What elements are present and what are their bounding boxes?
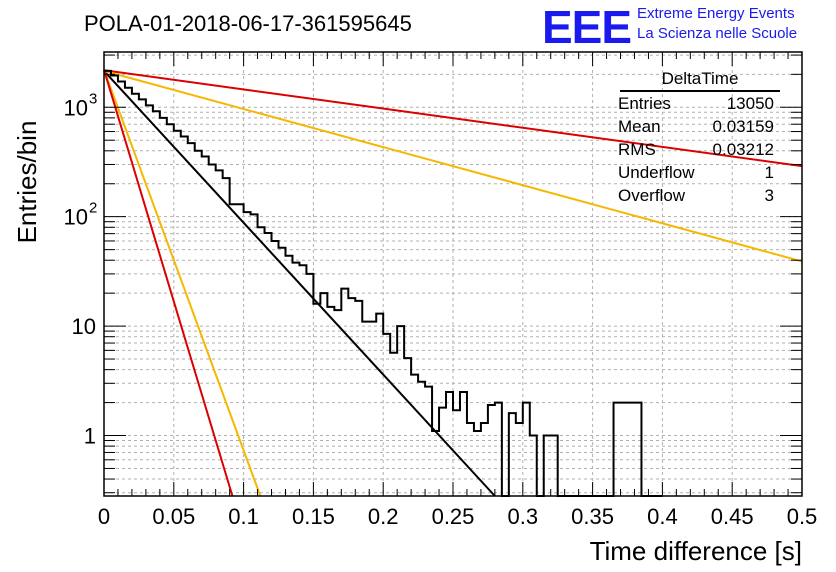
fit-curve — [103, 69, 803, 263]
x-tick-label: 0.1 — [228, 504, 259, 529]
x-tick-label: 0 — [98, 504, 110, 529]
fit-curves — [103, 69, 803, 497]
y-axis-label: Entries/bin — [12, 121, 42, 244]
stats-label: RMS — [618, 140, 656, 159]
logo-subtitle-1: Extreme Energy Events — [637, 5, 795, 22]
fit-curve — [103, 70, 496, 497]
stats-label: Overflow — [618, 186, 686, 205]
y-tick-exponent: 3 — [89, 90, 97, 107]
eee-logo: EEE — [542, 1, 632, 53]
stats-label: Mean — [618, 117, 661, 136]
stats-label: Underflow — [618, 163, 695, 182]
histogram-outline — [104, 69, 663, 497]
x-axis-label: Time difference [s] — [590, 536, 802, 566]
x-tick-label: 0.35 — [571, 504, 614, 529]
stats-title: DeltaTime — [620, 68, 780, 92]
stats-row: Overflow 3 — [618, 184, 774, 207]
x-tick-label: 0.25 — [432, 504, 475, 529]
x-tick-label: 0.45 — [711, 504, 754, 529]
y-tick-label: 10 — [72, 314, 96, 339]
y-tick-label: 1 — [84, 424, 96, 449]
x-tick-label: 0.05 — [152, 504, 195, 529]
fit-curve — [103, 69, 262, 497]
stats-value: 13050 — [726, 94, 774, 113]
x-tick-label: 0.2 — [368, 504, 399, 529]
stats-value: 0.03212 — [712, 140, 774, 159]
stats-value: 0.03159 — [712, 117, 774, 136]
y-tick-exponent: 2 — [89, 200, 97, 217]
histogram — [104, 69, 663, 497]
page-title: POLA-01-2018-06-17-361595645 — [84, 11, 412, 36]
axis-ticks — [103, 52, 803, 496]
y-tick-label: 10 — [64, 95, 88, 120]
x-tick-label: 0.4 — [647, 504, 678, 529]
stats-value: 1 — [764, 163, 774, 182]
fit-curve — [103, 69, 234, 497]
x-tick-labels: 0 0.05 0.1 0.15 0.2 0.25 0.3 0.35 0.4 0.45 0.5 — [98, 504, 817, 529]
x-tick-label: 0.15 — [292, 504, 335, 529]
stats-box: DeltaTime Entries 13050 Mean 0.03159 RMS 0.… — [610, 68, 780, 207]
stats-label: Entries — [618, 94, 671, 113]
stats-row: RMS 0.03212 — [618, 138, 774, 161]
logo-subtitle-2: La Scienza nelle Scuole — [637, 25, 798, 42]
stats-row: Mean 0.03159 — [618, 115, 774, 138]
stats-row: Underflow 1 — [618, 161, 774, 184]
stats-value: 3 — [764, 186, 774, 205]
y-tick-label: 10 — [64, 205, 88, 230]
x-tick-label: 0.5 — [787, 504, 818, 529]
fit-curve — [103, 69, 803, 168]
stats-row: Entries 13050 — [618, 92, 774, 115]
grid — [104, 52, 802, 496]
x-tick-label: 0.3 — [508, 504, 539, 529]
